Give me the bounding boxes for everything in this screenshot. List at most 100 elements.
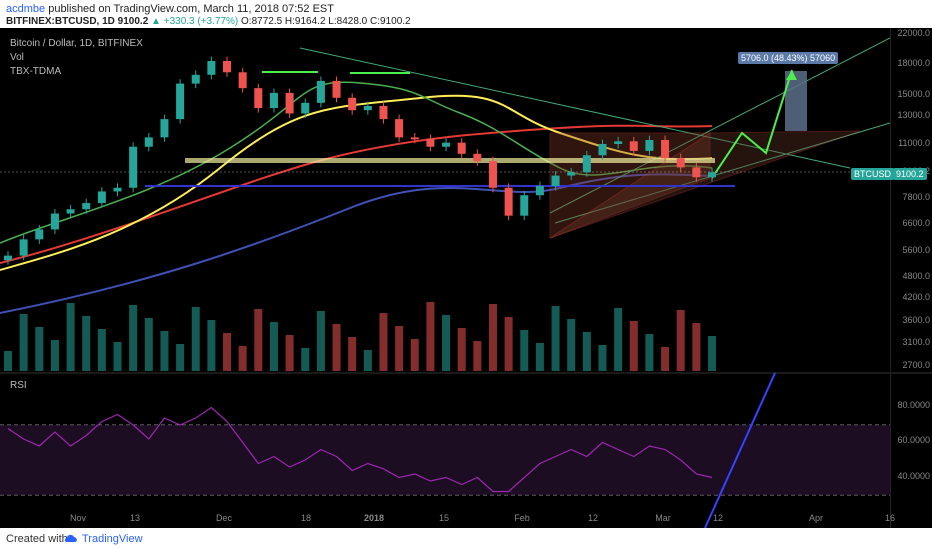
volume-bar bbox=[395, 326, 404, 371]
volume-bar bbox=[4, 351, 12, 371]
symbol-text: BITFINEX:BTCUSD, 1D 9100.2 bbox=[6, 16, 149, 27]
forecast-path bbox=[711, 69, 793, 179]
time-tick-label: 13 bbox=[129, 513, 141, 523]
volume-bar bbox=[426, 302, 435, 371]
candle-body bbox=[567, 172, 576, 176]
candle-body bbox=[363, 105, 372, 111]
candle-body bbox=[160, 119, 169, 138]
footer: Created with TradingView bbox=[0, 528, 932, 550]
candle-body bbox=[426, 138, 435, 147]
candle-body bbox=[582, 155, 591, 173]
volume-bar bbox=[363, 350, 372, 371]
volume-bar bbox=[269, 322, 278, 371]
volume-bar bbox=[191, 307, 200, 371]
volume-bar bbox=[582, 332, 591, 371]
rsi-tick-label: 80.0000 bbox=[897, 400, 930, 410]
candle-body bbox=[488, 161, 497, 188]
price-tick-label: 4800.0 bbox=[902, 271, 930, 281]
change-text: +330.3 (+3.77%) bbox=[163, 16, 239, 27]
volume-bar bbox=[614, 308, 623, 371]
trendline-channel-top bbox=[549, 37, 891, 214]
rsi-tick-label: 40.0000 bbox=[897, 471, 930, 481]
candle-body bbox=[676, 158, 685, 168]
candle-body bbox=[614, 141, 623, 144]
resistance-zone-yellow bbox=[185, 158, 715, 163]
volume-bar bbox=[473, 341, 482, 371]
candle-body bbox=[629, 141, 638, 151]
candle-body bbox=[285, 92, 294, 114]
symbol-line: BITFINEX:BTCUSD, 1D 9100.2 ▲ +330.3 (+3.… bbox=[6, 16, 411, 27]
last-price-badge: 9100.2 bbox=[893, 168, 927, 180]
candle-body bbox=[35, 229, 44, 240]
candle-body bbox=[504, 187, 513, 216]
volume-bar bbox=[348, 337, 357, 371]
candle-body bbox=[191, 74, 200, 84]
time-tick-label: 16 bbox=[884, 513, 896, 523]
publish-line: acdmbe published on TradingView.com, Mar… bbox=[6, 3, 334, 15]
candle-body bbox=[316, 80, 325, 103]
volume-bar bbox=[598, 345, 607, 371]
candle-body bbox=[19, 239, 28, 256]
price-tick-label: 4200.0 bbox=[902, 292, 930, 302]
time-tick-label: Feb bbox=[514, 513, 530, 523]
volume-bar bbox=[66, 303, 75, 371]
tradingview-link[interactable]: TradingView bbox=[82, 533, 143, 545]
time-tick-label: 2018 bbox=[363, 513, 385, 523]
published-text: published on TradingView.com, March 11, … bbox=[48, 3, 334, 15]
candle-body bbox=[82, 203, 91, 210]
volume-bar bbox=[129, 305, 138, 371]
volume-bar bbox=[254, 309, 263, 371]
time-tick-label: 18 bbox=[300, 513, 312, 523]
created-with-text: Created with bbox=[6, 533, 68, 545]
candle-body bbox=[661, 139, 670, 159]
legend-main: Bitcoin / Dollar, 1D, BITFINEX bbox=[10, 38, 143, 49]
time-tick-label: Apr bbox=[808, 513, 824, 523]
ma-blue-line bbox=[0, 173, 713, 314]
volume-bar bbox=[567, 319, 576, 371]
forecast-arrowhead-icon bbox=[786, 70, 797, 80]
candle-body bbox=[301, 102, 310, 114]
volume-bar bbox=[160, 331, 169, 371]
volume-bar bbox=[645, 334, 654, 371]
volume-layer bbox=[4, 302, 716, 371]
candle-body bbox=[129, 146, 138, 188]
candle-body bbox=[66, 209, 75, 214]
price-tick-label: 3600.0 bbox=[902, 315, 930, 325]
legend-volume: Vol bbox=[10, 52, 24, 63]
chart-area[interactable]: Bitcoin / Dollar, 1D, BITFINEX Vol TBX-T… bbox=[0, 28, 932, 528]
candle-body bbox=[97, 191, 106, 204]
volume-bar bbox=[629, 321, 638, 371]
volume-bar bbox=[708, 336, 716, 371]
trendline-channel-bottom bbox=[554, 122, 891, 224]
legend-rsi: RSI bbox=[10, 380, 27, 391]
volume-bar bbox=[379, 313, 388, 371]
candle-body bbox=[238, 72, 247, 89]
price-tick-label: 18000.0 bbox=[897, 58, 930, 68]
volume-bar bbox=[504, 317, 513, 371]
price-tick-label: 22000.0 bbox=[897, 28, 930, 38]
ma-red-line bbox=[0, 124, 713, 264]
candle-body bbox=[144, 137, 153, 147]
candle-body bbox=[708, 172, 716, 178]
volume-bar bbox=[176, 344, 185, 371]
volume-bar bbox=[285, 335, 294, 371]
candle-body bbox=[535, 185, 544, 196]
candle-body bbox=[223, 61, 232, 73]
volume-bar bbox=[207, 320, 216, 371]
candle-body bbox=[348, 97, 357, 111]
volume-bar bbox=[457, 328, 466, 371]
candle-body bbox=[395, 119, 404, 138]
volume-bar bbox=[316, 311, 325, 371]
price-tick-label: 11000.0 bbox=[898, 138, 930, 148]
price-tick-label: 3100.0 bbox=[902, 337, 930, 347]
volume-bar bbox=[19, 314, 28, 371]
candle-body bbox=[410, 137, 419, 140]
legend-tdma: TBX-TDMA bbox=[10, 66, 62, 77]
volume-bar bbox=[410, 339, 419, 371]
candle-body bbox=[50, 213, 59, 230]
time-tick-label: Nov bbox=[69, 513, 87, 523]
candle-body bbox=[379, 105, 388, 120]
volume-bar bbox=[50, 340, 59, 371]
volume-bar bbox=[223, 333, 232, 371]
author-link[interactable]: acdmbe bbox=[6, 3, 46, 15]
